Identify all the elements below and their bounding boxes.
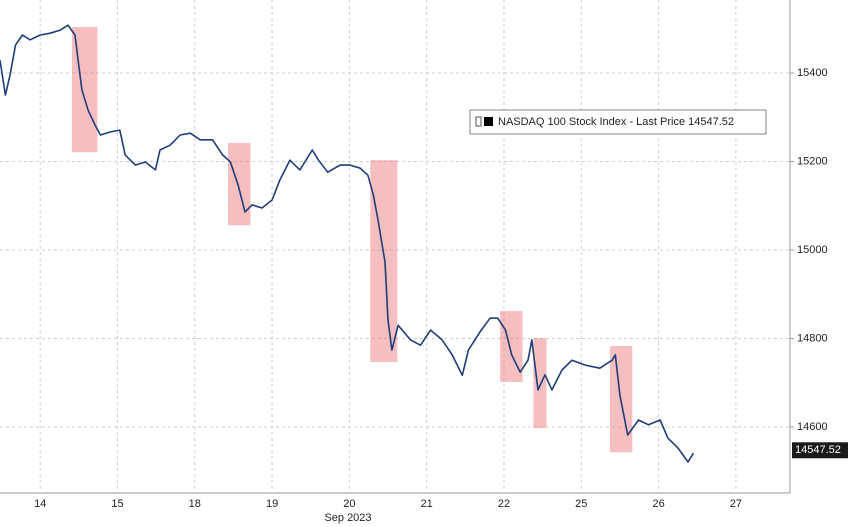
x-tick-label: 18 — [189, 498, 201, 510]
legend-label: NASDAQ 100 Stock Index - Last Price 1454… — [498, 116, 734, 128]
legend-icon — [475, 116, 482, 127]
x-sublabel: Sep 2023 — [324, 512, 371, 524]
highlight-box — [370, 160, 398, 363]
x-tick-label: 14 — [34, 498, 46, 510]
last-price-label: 14547.52 — [795, 444, 841, 456]
y-tick-label: 14600 — [797, 421, 828, 433]
legend: NASDAQ 100 Stock Index - Last Price 1454… — [469, 109, 767, 135]
y-tick-label: 15000 — [797, 244, 828, 256]
x-tick-label: 25 — [575, 498, 587, 510]
x-tick-label: 15 — [111, 498, 123, 510]
x-tick-label: 27 — [730, 498, 742, 510]
y-tick-label: 15400 — [797, 67, 828, 79]
highlight-box — [533, 338, 547, 428]
highlight-box — [228, 142, 251, 226]
x-tick-label: 22 — [498, 498, 510, 510]
last-price-tag — [792, 442, 848, 459]
x-tick-label: 21 — [421, 498, 433, 510]
legend-name: NASDAQ 100 Stock Index - Last Price — [498, 116, 685, 128]
price-line — [0, 24, 695, 463]
y-tick-label: 15200 — [797, 155, 828, 167]
legend-last-price: 14547.52 — [688, 116, 734, 128]
legend-box — [469, 109, 767, 135]
legend-swatch — [484, 117, 493, 126]
x-tick-label: 20 — [343, 498, 355, 510]
x-tick-label: 26 — [652, 498, 664, 510]
y-tick-label: 14800 — [797, 332, 828, 344]
x-tick-label: 19 — [266, 498, 278, 510]
